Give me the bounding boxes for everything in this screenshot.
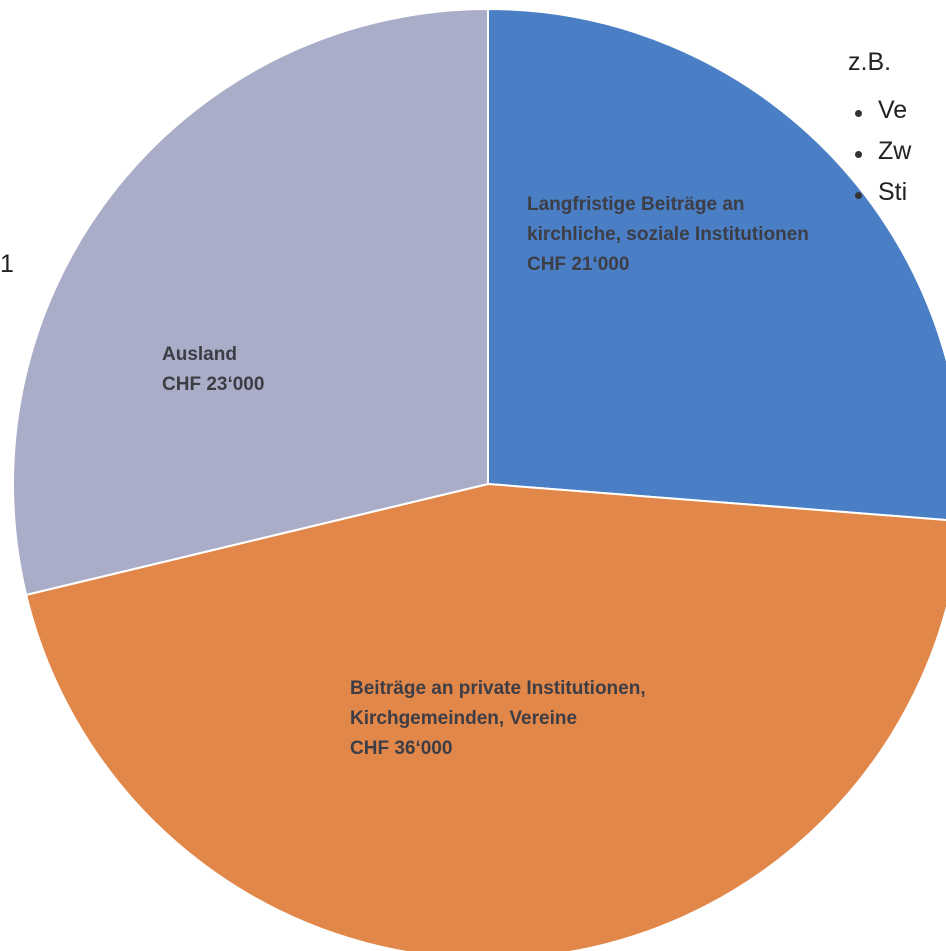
category-label: Beiträge an private Institutionen, Kirch… <box>350 678 646 729</box>
pie-slice <box>12 7 489 597</box>
note-item: Zw <box>878 137 912 165</box>
category-label: Langfristige Beiträge an kirchliche, soz… <box>527 194 809 245</box>
note-item: Sti <box>878 178 908 206</box>
bullet <box>855 151 862 158</box>
value-label: CHF 23‘000 <box>162 374 265 395</box>
value-label: CHF 21‘000 <box>527 254 630 275</box>
data-label: Ausland CHF 23‘000 <box>162 340 362 400</box>
note-item: Ve <box>878 96 908 124</box>
pie-slice <box>24 482 946 951</box>
pie-slice <box>487 7 946 522</box>
data-label: Beiträge an private Institutionen, Kirch… <box>350 674 770 764</box>
category-label: Ausland <box>162 344 237 365</box>
annotation: z.B. <box>848 48 892 76</box>
data-label: Langfristige Beiträge an kirchliche, soz… <box>527 190 812 280</box>
value-label: CHF 36‘000 <box>350 738 453 759</box>
bullet <box>855 192 862 199</box>
bullet <box>855 110 862 117</box>
side-text: 1 <box>0 250 14 278</box>
